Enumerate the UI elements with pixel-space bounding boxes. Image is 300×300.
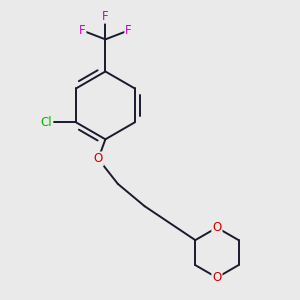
Text: Cl: Cl [41,116,52,129]
Text: O: O [94,152,103,165]
Text: F: F [79,24,86,37]
Text: F: F [102,10,109,23]
Text: O: O [212,271,221,284]
Text: F: F [125,24,132,37]
Text: O: O [212,221,221,234]
